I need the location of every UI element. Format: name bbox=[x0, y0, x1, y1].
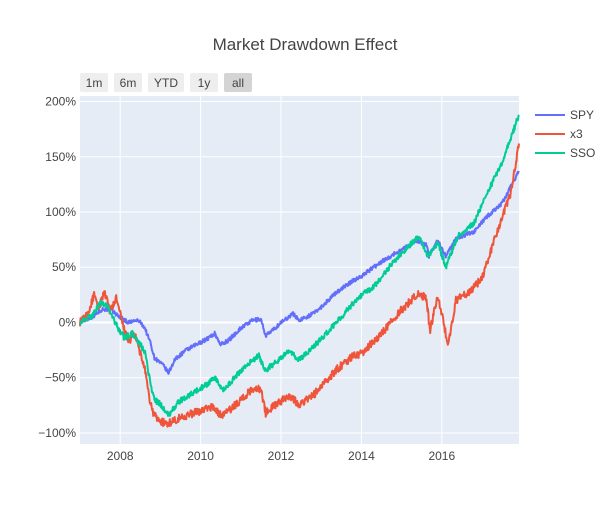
range-button-bg bbox=[224, 73, 252, 92]
legend-label: SSO bbox=[570, 146, 595, 160]
range-button-label: all bbox=[232, 76, 244, 90]
range-button-ytd[interactable]: YTD bbox=[148, 73, 184, 92]
gridlines bbox=[80, 96, 519, 444]
range-button-6m[interactable]: 6m bbox=[114, 73, 142, 92]
x-tick-label: 2012 bbox=[268, 449, 295, 463]
legend-label: SPY bbox=[570, 108, 594, 122]
y-tick-label: −100% bbox=[38, 426, 76, 440]
range-button-bg bbox=[114, 73, 142, 92]
x-tick-label: 2010 bbox=[187, 449, 214, 463]
range-button-bg bbox=[80, 73, 108, 92]
legend-item-x3[interactable]: x3 bbox=[535, 127, 583, 141]
range-button-label: 1m bbox=[86, 76, 103, 90]
x-tick-label: 2016 bbox=[428, 449, 455, 463]
series-line-x3[interactable] bbox=[79, 143, 520, 428]
range-button-label: 6m bbox=[120, 76, 137, 90]
range-button-1y[interactable]: 1y bbox=[190, 73, 218, 92]
range-button-label: YTD bbox=[154, 76, 178, 90]
range-selector: 1m 6m YTD 1y all bbox=[80, 73, 252, 92]
legend-item-spy[interactable]: SPY bbox=[535, 108, 594, 122]
y-tick-label: 150% bbox=[45, 150, 76, 164]
series-line-sso[interactable] bbox=[79, 114, 520, 417]
range-button-bg bbox=[148, 73, 184, 92]
y-tick-label: −50% bbox=[45, 371, 76, 385]
plot-area[interactable] bbox=[80, 96, 519, 444]
x-tick-label: 2014 bbox=[348, 449, 375, 463]
y-tick-label: 100% bbox=[45, 205, 76, 219]
range-button-label: 1y bbox=[198, 76, 211, 90]
y-axis-tick-labels: 200% 150% 100% 50% 0% −50% −100% bbox=[38, 95, 76, 440]
x-tick-label: 2008 bbox=[107, 449, 134, 463]
x-axis-tick-labels: 2008 2010 2012 2014 2016 bbox=[107, 449, 456, 463]
legend-label: x3 bbox=[570, 127, 583, 141]
range-button-all[interactable]: all bbox=[224, 73, 252, 92]
chart-title: Market Drawdown Effect bbox=[213, 35, 398, 54]
y-tick-label: 0% bbox=[59, 315, 77, 329]
legend-item-sso[interactable]: SSO bbox=[535, 146, 595, 160]
series-lines bbox=[79, 114, 520, 428]
series-line-spy[interactable] bbox=[79, 170, 520, 375]
legend: SPY x3 SSO bbox=[535, 108, 595, 160]
y-tick-label: 200% bbox=[45, 95, 76, 109]
range-button-1m[interactable]: 1m bbox=[80, 73, 108, 92]
y-tick-label: 50% bbox=[52, 260, 76, 274]
range-button-bg bbox=[190, 73, 218, 92]
